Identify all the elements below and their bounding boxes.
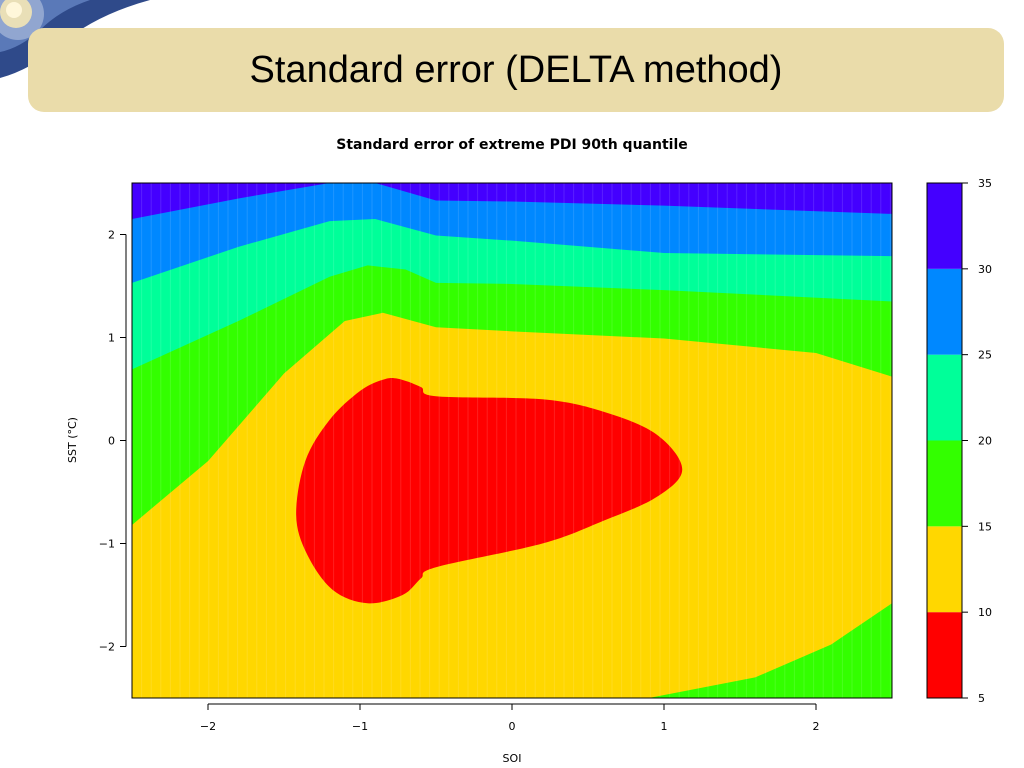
x-tick-label: −1 <box>352 720 368 733</box>
colorbar-label: 15 <box>978 520 992 533</box>
band-above-30 <box>132 183 892 220</box>
x-tick-label: −2 <box>200 720 216 733</box>
chart-title: Standard error of extreme PDI 90th quant… <box>336 137 688 153</box>
colorbar-segment <box>927 526 962 613</box>
colorbar-label: 5 <box>978 692 985 705</box>
colorbar-segment <box>927 183 962 269</box>
colorbar: 5 10 15 20 25 30 35 <box>926 177 992 705</box>
y-tick-label: 2 <box>108 229 115 242</box>
y-axis-label: SST (°C) <box>66 417 79 463</box>
y-tick-label: −1 <box>99 538 115 551</box>
y-tick-label: 1 <box>108 332 115 345</box>
x-tick-label: 2 <box>813 720 820 733</box>
colorbar-label: 30 <box>978 263 992 276</box>
colorbar-segment <box>927 612 962 698</box>
plot-frame <box>131 182 893 699</box>
colorbar-label: 25 <box>978 349 992 362</box>
x-axis: −2 −1 0 1 2 <box>200 703 820 733</box>
x-axis-label: SOI <box>503 752 522 765</box>
colorbar-label: 20 <box>978 435 992 448</box>
y-tick-label: −2 <box>99 641 115 654</box>
band-15-20-lower-right <box>648 603 892 698</box>
colorbar-segment <box>927 268 962 355</box>
colorbar-label: 10 <box>978 606 992 619</box>
title-banner <box>28 28 1004 112</box>
y-axis: −2 −1 0 1 2 <box>99 229 127 654</box>
colorbar-segment <box>927 354 962 441</box>
x-tick-label: 0 <box>509 720 516 733</box>
y-tick-label: 0 <box>108 435 115 448</box>
band-5-10-minimum <box>296 377 683 604</box>
colorbar-label: 35 <box>978 177 992 190</box>
contour-fills <box>131 183 892 698</box>
x-tick-label: 1 <box>661 720 668 733</box>
band-above-25 <box>132 183 892 283</box>
slide-title: Standard error (DELTA method) <box>249 49 783 91</box>
colorbar-segment <box>927 440 962 527</box>
